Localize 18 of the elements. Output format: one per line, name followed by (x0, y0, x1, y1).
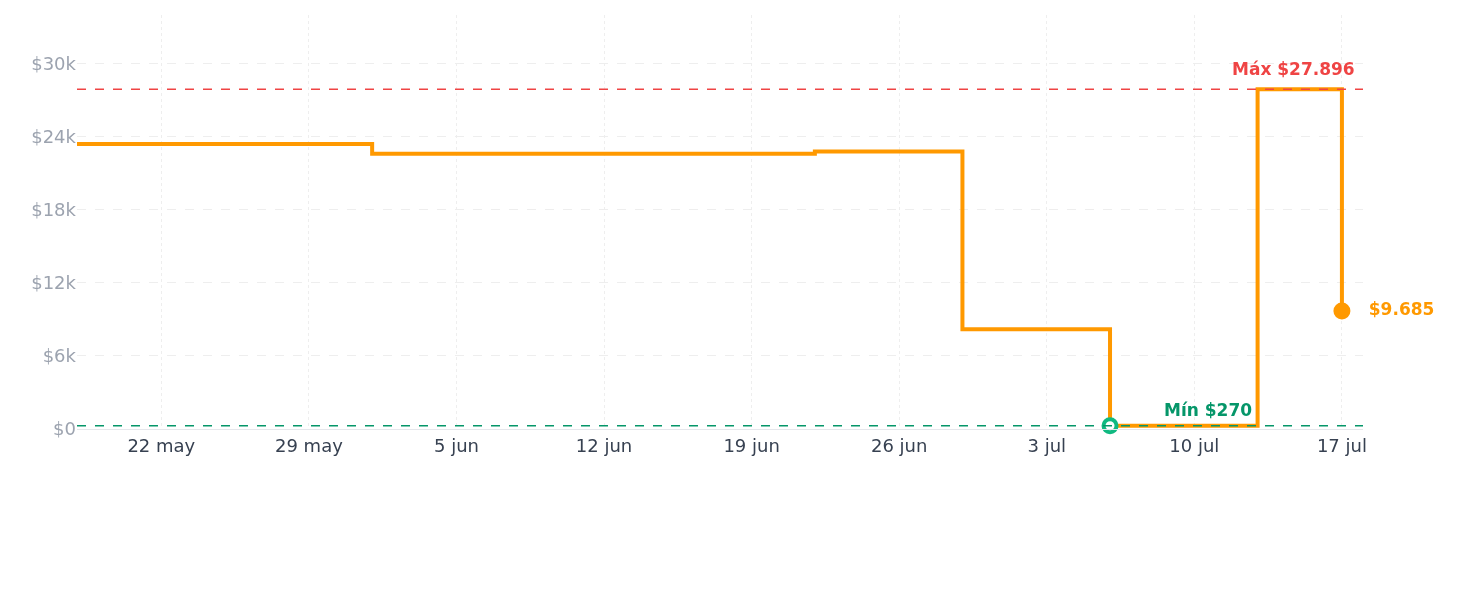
y-tick-label: $12k (31, 272, 77, 294)
x-tick-label: 26 jun (870, 434, 928, 456)
data-label: $9.685 (1351, 299, 1435, 320)
x-tick-label: 29 may (274, 434, 344, 456)
y-tick-label: $30k (31, 53, 77, 75)
y-tick-label: $6k (42, 345, 77, 367)
ref-line-label: Máx $27.896 (1232, 59, 1355, 79)
y-tick-label: $24k (31, 126, 77, 148)
x-tick-label: 12 jun (575, 434, 633, 456)
ref-line-label: Mín $270 (1164, 400, 1253, 420)
x-tick-label: 10 jul (1169, 434, 1220, 456)
y-tick-label: $18k (31, 199, 77, 221)
x-tick-label: 5 jun (433, 434, 479, 456)
x-tick-label: 17 jul (1316, 434, 1367, 456)
x-tick-label: 3 jul (1027, 434, 1067, 456)
x-tick-label: 22 may (127, 434, 196, 456)
x-tick-label: 19 jun (723, 434, 780, 456)
y-tick-label: $0 (53, 418, 76, 440)
